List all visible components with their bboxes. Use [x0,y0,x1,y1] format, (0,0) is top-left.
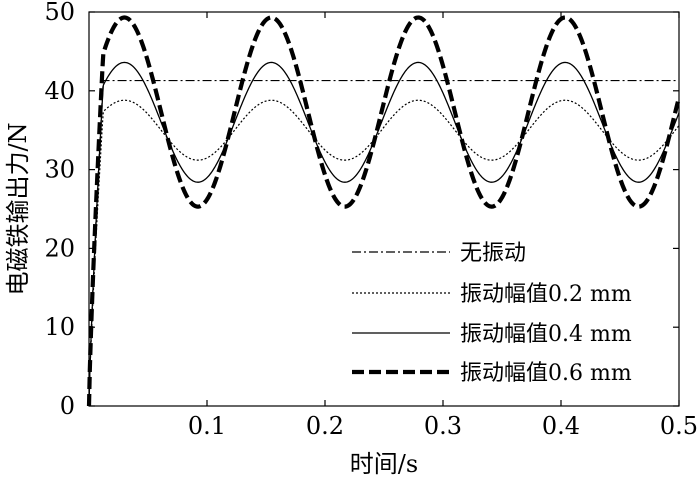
x-tick-label: 0.3 [424,412,462,440]
x-tick-label: 0.2 [306,412,344,440]
series-line-4 [86,15,682,407]
y-tick-label: 40 [44,77,75,105]
series-curves [86,15,682,407]
x-tick-label: 0.4 [542,412,580,440]
y-tick-label: 0 [60,392,75,420]
x-tick-label: 0.1 [188,412,226,440]
plot-frame [88,11,680,407]
legend-label-4: 振动幅值0.6 mm [460,361,632,386]
x-tick-label: 0.5 [660,412,698,440]
y-tick-label: 10 [44,313,75,341]
y-tick-label: 20 [44,234,75,262]
y-tick-label: 50 [44,0,75,26]
series-line-2 [88,99,680,407]
legend-label-2: 振动幅值0.2 mm [460,282,632,307]
x-axis-label: 时间/s [350,450,418,478]
y-axis-label: 电磁铁输出力/N [4,122,32,295]
legend-label-3: 振动幅值0.4 mm [460,322,632,347]
axis-ticks: 0.1 0.2 0.3 0.4 0.5 0 10 20 30 40 50 [44,0,698,440]
legend-label-1: 无振动 [460,241,526,266]
series-line-3 [88,61,680,407]
y-tick-label: 30 [44,156,75,184]
series-line-1 [88,79,679,407]
